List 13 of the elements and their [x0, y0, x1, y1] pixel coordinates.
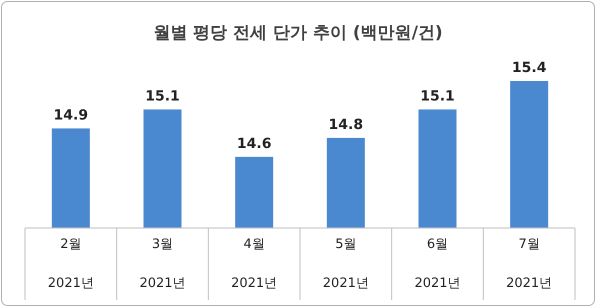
category-label: 5월 2021년	[322, 237, 369, 291]
category-label: 2월 2021년	[48, 237, 94, 291]
category-label: 6월 2021년	[414, 237, 461, 291]
data-label: 15.1	[145, 88, 180, 104]
data-label: 14.9	[54, 107, 88, 124]
data-label: 15.1	[420, 88, 455, 104]
data-label: 15.4	[512, 60, 547, 76]
data-label: 14.6	[236, 136, 272, 152]
category-label: 7월 2021년	[506, 237, 552, 291]
category-label: 4월 2021년	[231, 237, 278, 291]
data-label: 14.8	[328, 116, 364, 133]
chart-title: 월별 평당 전세 단가 추이 (백만원/건)	[153, 23, 443, 43]
category-label: 3월 2021년	[139, 237, 186, 291]
